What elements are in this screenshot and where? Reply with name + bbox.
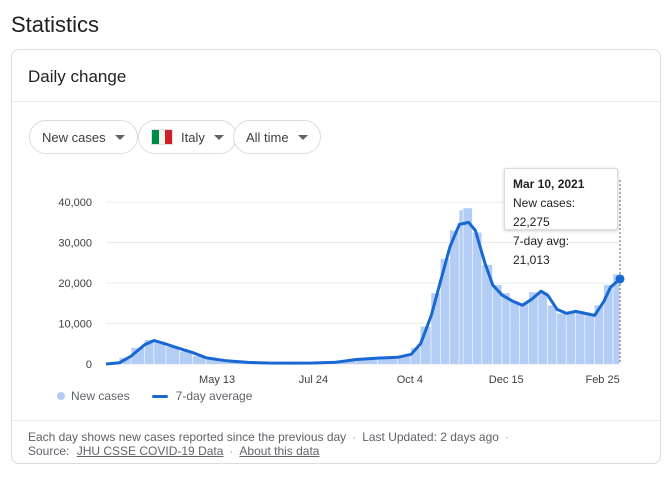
metric-dropdown-label: New cases (42, 129, 106, 145)
avg-line (105, 220, 621, 366)
case-bar (519, 303, 529, 364)
daily-change-card: Daily change New cases Italy All time 0 1… (11, 49, 661, 464)
case-bar (557, 313, 566, 364)
case-bar (450, 230, 459, 364)
footer-updated: Last Updated: 2 days ago (362, 430, 499, 444)
range-dropdown[interactable]: All time (233, 120, 321, 154)
x-tick-label: Feb 25 (585, 374, 619, 386)
tooltip-new-cases: New cases: 22,275 (513, 196, 576, 229)
case-bar (566, 312, 576, 364)
case-bar (179, 351, 193, 364)
footer-note: Each day shows new cases reported since … (28, 430, 347, 444)
x-tick-label: May 13 (199, 374, 235, 386)
case-bar (482, 264, 493, 364)
chevron-down-icon (297, 134, 308, 140)
y-tick-label: 10,000 (58, 319, 92, 331)
legend-line-swatch (151, 394, 168, 398)
case-bar (411, 347, 420, 364)
y-tick-label: 40,000 (58, 197, 92, 209)
case-bar (193, 355, 206, 364)
case-bar (166, 347, 180, 364)
x-tick-label: Jul 24 (299, 374, 328, 386)
card-divider-bottom (12, 420, 660, 421)
case-bar (502, 293, 510, 364)
chart-legend: New cases 7-day average (57, 389, 252, 403)
daily-change-chart[interactable]: 0 10,000 20,000 30,000 40,000 May 13 Jul 24 Oc… (12, 180, 662, 390)
case-bar (463, 208, 473, 364)
case-bar (397, 355, 411, 364)
case-bar (538, 292, 548, 364)
italy-flag-icon (151, 129, 173, 145)
legend-bars-label: New cases (71, 389, 130, 403)
case-bar (356, 358, 378, 364)
x-tick-label: Dec 15 (489, 374, 524, 386)
card-divider-top (12, 101, 660, 102)
card-title: Daily change (28, 67, 127, 86)
chevron-down-icon (114, 134, 125, 140)
country-dropdown[interactable]: Italy (138, 120, 237, 154)
source-link[interactable]: JHU CSSE COVID-19 Data (76, 444, 224, 458)
case-bar (431, 293, 441, 364)
case-bar (206, 359, 226, 364)
range-dropdown-label: All time (246, 129, 289, 145)
case-bar (144, 340, 154, 364)
case-bar (492, 285, 502, 364)
card-footer: Each day shows new cases reported since … (28, 430, 509, 458)
y-tick-label: 0 (86, 359, 92, 371)
case-bar (547, 305, 557, 364)
case-bar (377, 357, 398, 364)
x-tick-label: Oct 4 (397, 374, 423, 386)
case-bar (510, 301, 520, 364)
case-bar (420, 326, 431, 364)
about-data-link[interactable]: About this data (239, 444, 320, 458)
y-tick-label: 20,000 (58, 278, 92, 290)
case-bar (613, 274, 620, 364)
legend-bars-swatch (57, 392, 65, 400)
tooltip-date: Mar 10, 2021 (513, 177, 585, 191)
case-bar (603, 285, 613, 364)
case-bar (472, 232, 482, 364)
legend-line-label: 7-day average (175, 389, 253, 403)
chevron-down-icon (213, 134, 224, 140)
country-dropdown-label: Italy (181, 129, 205, 145)
case-bar (585, 314, 594, 364)
footer-source-label: Source: (28, 444, 70, 458)
chart-tooltip: Mar 10, 2021 New cases: 22,275 7-day avg… (504, 168, 618, 267)
case-bar (154, 341, 166, 364)
y-tick-label: 30,000 (58, 238, 92, 250)
case-bar (575, 311, 585, 364)
page-title: Statistics (11, 12, 100, 37)
case-bar (594, 305, 604, 364)
case-bar (528, 292, 538, 364)
tooltip-avg: 7-day avg: 21,013 (513, 234, 570, 267)
case-bar (459, 210, 463, 364)
case-bar (440, 258, 450, 364)
metric-dropdown[interactable]: New cases (29, 120, 138, 154)
hover-point (615, 274, 625, 284)
